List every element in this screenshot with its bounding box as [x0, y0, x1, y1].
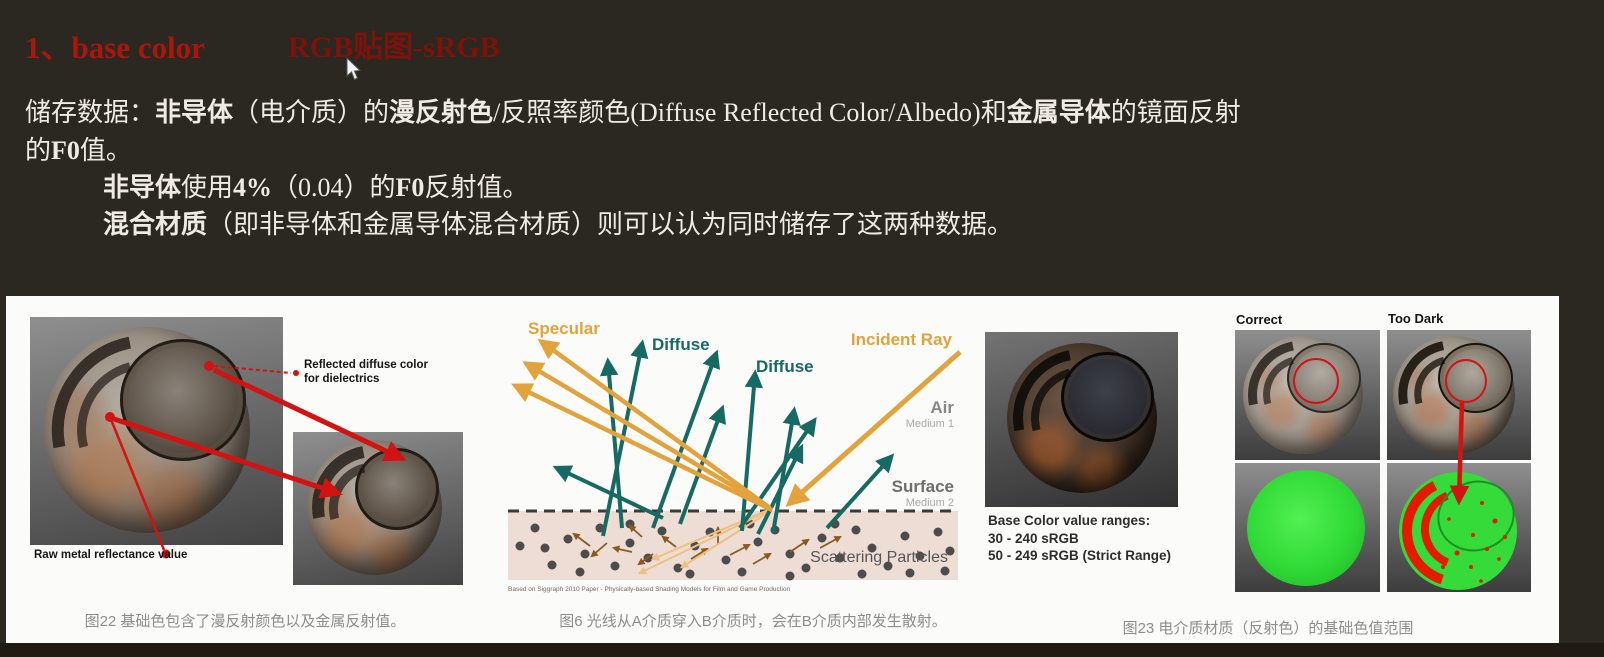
fig23-label-too-dark: Too Dark — [1388, 311, 1444, 326]
page-title: 1、base color — [25, 30, 205, 65]
fig23-toodark-red-circle — [1445, 359, 1487, 403]
fig6-label-incident-ray: Incident Ray — [851, 330, 953, 349]
fig23-sphere-disc — [1061, 352, 1154, 442]
intro-line-4: 混合材质（即非导体和金属导体混合材质）则可以认为同时储存了这两种数据。 — [103, 210, 1014, 239]
mouse-cursor-icon — [346, 57, 362, 81]
intro-line-2: 的F0值。 — [25, 136, 132, 165]
fig23-sphere — [1007, 343, 1157, 493]
fig22-small-sphere — [307, 440, 442, 575]
page-subtitle: RGB贴图-sRGB — [288, 31, 500, 64]
intro-line-1: 储存数据：非导体（电介质）的漫反射色/反照率颜色(Diffuse Reflect… — [25, 98, 1241, 127]
fig6-caption: 图6 光线从A介质穿入B介质时，会在B介质内部发生散射。 — [559, 613, 947, 630]
intro-line-3: 非导体使用4%（0.04）的F0反射值。 — [103, 173, 529, 202]
fig6-label-surface: Surface — [892, 477, 954, 496]
fig22-annotation-arrows — [105, 361, 407, 559]
fig6-particle-dots — [515, 519, 955, 581]
fig23-correct-red-circle — [1293, 358, 1339, 404]
fig23-label-correct: Correct — [1236, 312, 1283, 327]
fig23-sphere-image — [985, 332, 1178, 507]
fig6-label-scattering-particles: Scattering Particles — [810, 549, 948, 566]
fig6-label-medium2: Medium 2 — [906, 497, 954, 509]
fig23-quad-toodark-top — [1387, 330, 1531, 460]
fig23-range-1: 30 - 240 sRGB — [988, 530, 1079, 546]
fig22-label-reflected-line2: for dielectrics — [304, 373, 380, 385]
fig23-caption: 图23 电介质材质（反射色）的基础色值范围 — [1122, 620, 1414, 637]
fig23-range-2: 50 - 249 sRGB (Strict Range) — [988, 548, 1172, 563]
fig23-ranges-title: Base Color value ranges: — [988, 513, 1151, 528]
fig22-large-sphere — [44, 327, 250, 533]
fig23-quad-correct-top — [1235, 330, 1380, 460]
fig22-small-image — [293, 432, 463, 585]
fig6-label-medium1: Medium 1 — [906, 418, 954, 430]
fig6-label-specular: Specular — [528, 319, 600, 338]
fig6-diagram: Specular Diffuse Diffuse Incident Ray Ai… — [508, 319, 962, 593]
fig23-toodark-arrow — [1449, 401, 1470, 506]
fig22-label-reflected-diffuse: Reflected diffuse color for dielectrics — [304, 358, 428, 386]
fig23-green-mask-full — [1247, 470, 1365, 586]
fig6-label-air: Air — [930, 398, 954, 417]
fig23-quad-correct-mask — [1235, 463, 1380, 592]
fig22-label-reflected-line1: Reflected diffuse color — [304, 359, 428, 371]
bottom-bar — [0, 643, 1604, 657]
fig23-red-speckles — [1425, 501, 1507, 583]
fig23-green-red-mask — [1399, 472, 1517, 590]
fig6-label-diffuse-1: Diffuse — [652, 335, 710, 354]
fig22-label-raw-metal: Raw metal reflectance value — [34, 549, 188, 561]
fig6-scattering-band — [508, 511, 958, 580]
fig6-label-diffuse-2: Diffuse — [756, 357, 814, 376]
fig23-value-ranges: Base Color value ranges: 30 - 240 sRGB 5… — [988, 512, 1171, 565]
fig22-caption: 图22 基础色包含了漫反射颜色以及金属反射值。 — [84, 613, 406, 630]
fig6-specular-arrows — [511, 338, 962, 513]
fig6-diffuse-arrows — [552, 339, 895, 537]
fig6-attribution: Based on Siggraph 2010 Paper - Physicall… — [508, 586, 791, 593]
